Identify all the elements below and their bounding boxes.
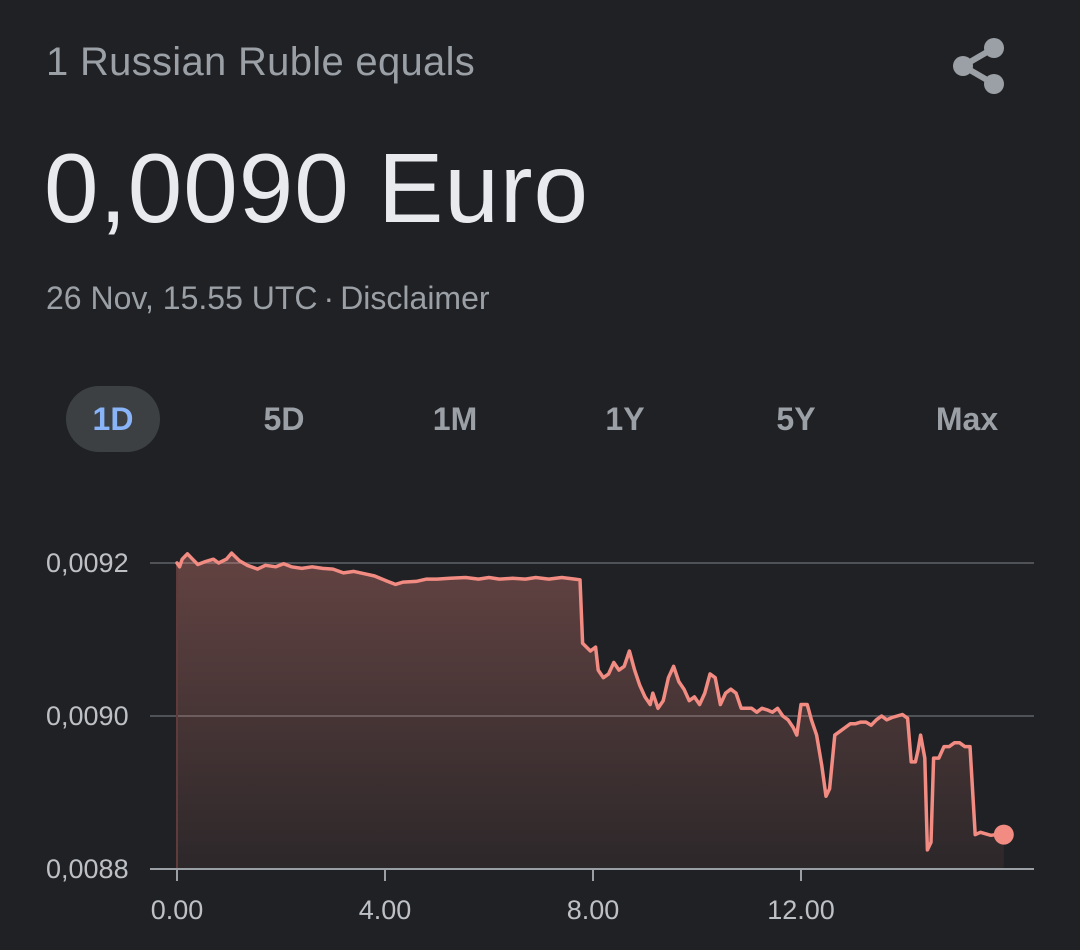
x-tick-label: 8.00 <box>567 895 620 925</box>
y-tick-label: 0,0090 <box>46 701 129 731</box>
exchange-rate-chart: 0,0092 0,0090 0,0088 0.00 4.00 8.00 12.00 <box>46 548 1034 925</box>
tab-1d[interactable]: 1D <box>66 386 160 452</box>
timestamp-line: 26 Nov, 15.55 UTC · Disclaimer <box>46 280 490 317</box>
y-tick-label: 0,0088 <box>46 854 129 884</box>
y-tick-label: 0,0092 <box>46 548 129 578</box>
share-button[interactable] <box>946 34 1010 98</box>
tab-5d[interactable]: 5D <box>263 401 305 437</box>
range-tabs: 1D 5D 1M 1Y 5Y Max <box>28 386 1052 452</box>
series-area <box>177 553 1004 869</box>
series-line <box>175 551 1006 852</box>
tab-1m[interactable]: 1M <box>432 401 478 437</box>
x-tick-label: 12.00 <box>767 895 835 925</box>
separator: · <box>323 280 335 316</box>
timestamp: 26 Nov, 15.55 UTC <box>46 280 318 316</box>
tab-5y[interactable]: 5Y <box>776 401 816 437</box>
share-icon <box>953 38 1004 94</box>
disclaimer-link[interactable]: Disclaimer <box>340 280 490 316</box>
tab-1y[interactable]: 1Y <box>605 401 645 437</box>
current-value-dot <box>993 824 1014 845</box>
x-tick-label: 4.00 <box>359 895 412 925</box>
conversion-subtitle: 1 Russian Ruble equals <box>46 40 476 84</box>
tab-max[interactable]: Max <box>935 401 999 437</box>
converted-amount: 0,0090 Euro <box>44 133 589 243</box>
x-tick-label: 0.00 <box>151 895 204 925</box>
